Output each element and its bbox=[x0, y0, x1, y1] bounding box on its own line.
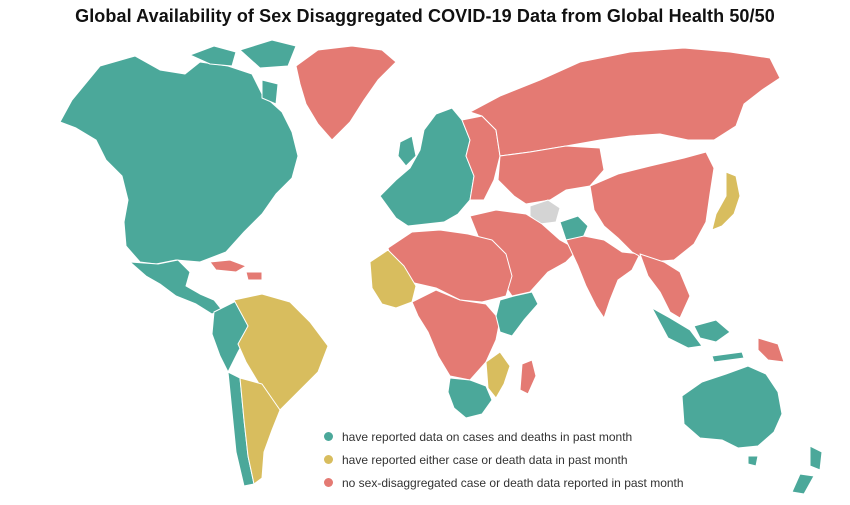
region-argentina bbox=[239, 377, 281, 485]
legend-label: no sex-disaggregated case or death data … bbox=[342, 475, 684, 490]
region-north-america bbox=[59, 55, 299, 265]
legend-swatch-not-reported bbox=[324, 478, 333, 487]
region-russia bbox=[469, 47, 781, 157]
region-southeast-asia bbox=[639, 253, 691, 319]
legend: have reported data on cases and deaths i… bbox=[324, 425, 684, 494]
legend-item: have reported data on cases and deaths i… bbox=[324, 425, 684, 448]
legend-swatch-reported-either bbox=[324, 455, 333, 464]
region-mozambique bbox=[485, 351, 511, 399]
region-new-zealand bbox=[791, 445, 823, 495]
legend-item: no sex-disaggregated case or death data … bbox=[324, 471, 684, 494]
legend-label: have reported data on cases and deaths i… bbox=[342, 429, 633, 444]
region-tasmania bbox=[747, 455, 759, 467]
region-uk-ireland bbox=[397, 135, 417, 167]
region-western-europe bbox=[379, 107, 475, 227]
region-papua-new-guinea bbox=[757, 337, 785, 363]
region-china bbox=[589, 151, 715, 263]
legend-item: have reported either case or death data … bbox=[324, 448, 684, 471]
region-caribbean bbox=[209, 259, 263, 281]
region-canada-islands bbox=[189, 39, 297, 105]
region-japan bbox=[711, 171, 741, 231]
region-madagascar bbox=[519, 359, 537, 395]
region-indonesia bbox=[651, 307, 745, 363]
region-east-africa bbox=[495, 291, 539, 337]
world-map bbox=[59, 39, 823, 495]
region-brazil bbox=[233, 293, 329, 411]
region-southern-africa bbox=[447, 377, 493, 419]
map-title: Global Availability of Sex Disaggregated… bbox=[75, 6, 775, 26]
legend-swatch-reported-both bbox=[324, 432, 333, 441]
region-greenland bbox=[295, 45, 397, 141]
region-afghanistan bbox=[559, 215, 589, 241]
legend-label: have reported either case or death data … bbox=[342, 452, 628, 467]
region-india-south-asia bbox=[565, 235, 641, 319]
region-australia bbox=[681, 365, 783, 449]
region-central-asia bbox=[497, 145, 605, 205]
region-mexico-central-america bbox=[129, 259, 223, 315]
